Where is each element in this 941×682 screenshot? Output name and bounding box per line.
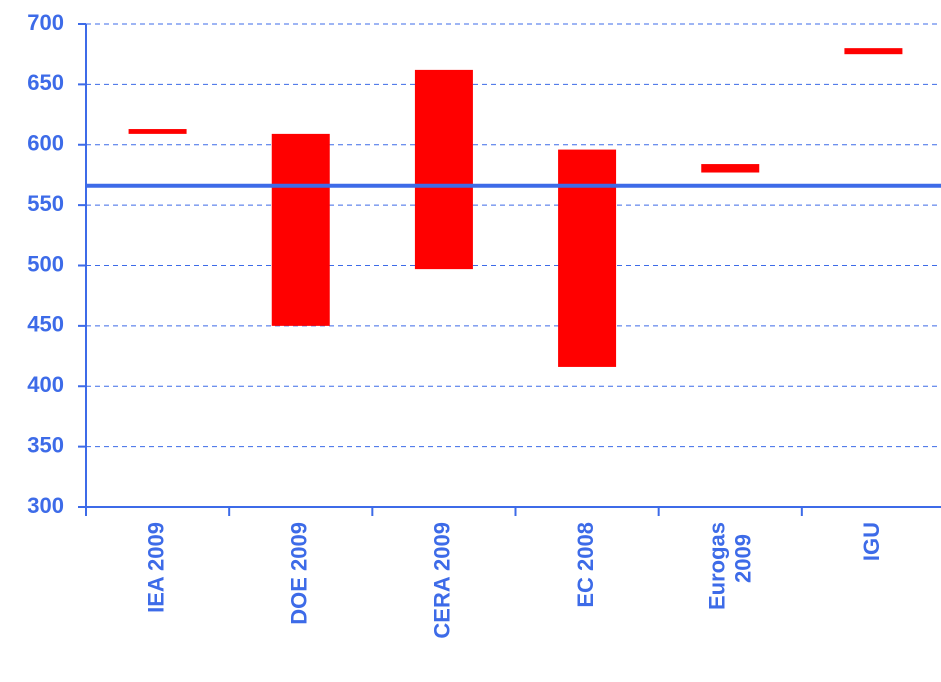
bar [414, 69, 473, 270]
bar [701, 164, 760, 173]
y-tick-label: 550 [27, 191, 64, 216]
bar [128, 129, 187, 134]
bar [844, 48, 903, 55]
x-tick-label: DOE 2009 [287, 522, 312, 625]
bar [271, 133, 330, 326]
y-tick-label: 400 [27, 372, 64, 397]
x-tick-label: IEA 2009 [143, 522, 168, 613]
y-tick-label: 700 [27, 10, 64, 35]
y-tick-label: 600 [27, 131, 64, 156]
x-tick-label: EC 2008 [573, 522, 598, 608]
y-tick-label: 350 [27, 432, 64, 457]
x-tick-label: Eurogas2009 [704, 522, 755, 610]
x-tick-label: CERA 2009 [430, 522, 455, 639]
y-tick-label: 300 [27, 493, 64, 518]
y-tick-label: 450 [27, 312, 64, 337]
x-tick-label: IGU [859, 522, 884, 561]
bar [558, 149, 617, 367]
y-tick-label: 650 [27, 70, 64, 95]
y-tick-label: 500 [27, 251, 64, 276]
